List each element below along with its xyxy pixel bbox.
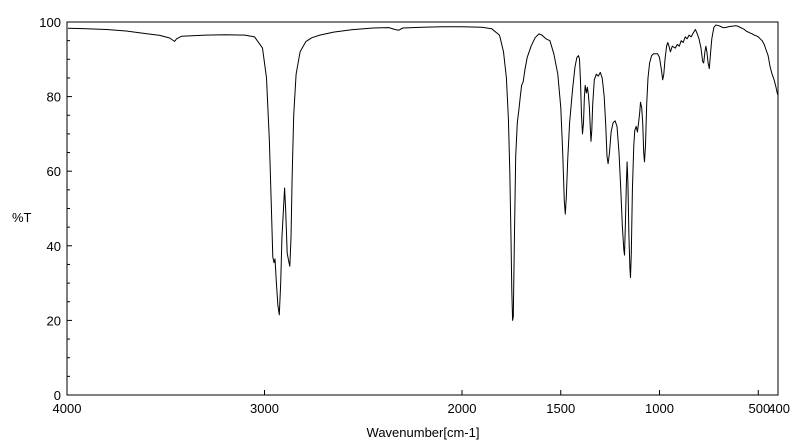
x-tick-label: 500 bbox=[749, 401, 771, 416]
x-axis-label: Wavenumber[cm-1] bbox=[367, 425, 480, 440]
x-tick-label: 3000 bbox=[250, 401, 279, 416]
y-tick-label: 100 bbox=[39, 15, 61, 30]
y-tick-label: 40 bbox=[47, 239, 61, 254]
x-tick-label: 2000 bbox=[448, 401, 477, 416]
x-tick-label: 400 bbox=[768, 401, 790, 416]
plot-frame bbox=[66, 21, 779, 396]
y-axis-label: %T bbox=[12, 210, 32, 225]
y-tick-label: 0 bbox=[54, 388, 61, 403]
y-tick-label: 20 bbox=[47, 313, 61, 328]
y-axis-ticks: 0 20 40 60 80 100 bbox=[39, 15, 72, 403]
spectrum-line bbox=[67, 24, 779, 321]
x-tick-label: 1000 bbox=[645, 401, 674, 416]
x-tick-label: 1500 bbox=[546, 401, 575, 416]
y-tick-label: 80 bbox=[47, 90, 61, 105]
y-tick-label: 60 bbox=[47, 164, 61, 179]
x-tick-label: 4000 bbox=[53, 401, 82, 416]
